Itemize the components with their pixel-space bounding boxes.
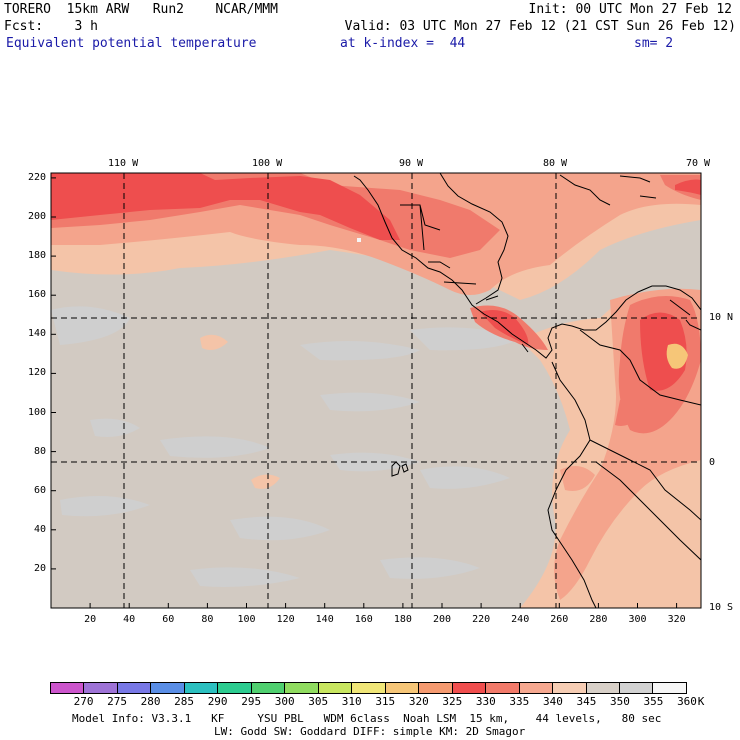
model-info: Model Info: V3.3.1 KF YSU PBL WDM 6class… xyxy=(72,712,662,725)
legend-label: 295 xyxy=(241,695,262,708)
valid-time: Valid: 03 UTC Mon 27 Feb 12 (21 CST Sun … xyxy=(344,19,736,34)
level-index: at k-index = 44 xyxy=(340,36,466,51)
axis-ticks xyxy=(51,177,678,608)
legend-swatch xyxy=(51,683,85,693)
lon-label-100w: 100 W xyxy=(252,158,283,169)
legend-label: 350 xyxy=(610,695,630,708)
x-tick-label: 60 xyxy=(162,614,175,625)
legend-label: 325 xyxy=(442,695,463,708)
x-tick-label: 40 xyxy=(123,614,136,625)
x-tick-label: 220 xyxy=(472,614,491,625)
smoothing: sm= 2 xyxy=(634,36,674,51)
legend-swatch xyxy=(419,683,453,693)
legend-label: 340 xyxy=(542,695,563,708)
legend-label: 315 xyxy=(375,695,396,708)
legend-label: 360 xyxy=(677,695,697,708)
legend-swatch xyxy=(452,683,487,693)
x-tick-label: 80 xyxy=(201,614,214,625)
y-tick-label: 20 xyxy=(33,562,46,574)
legend-swatch xyxy=(486,683,520,693)
legend-label: 330 xyxy=(475,695,496,708)
field-325-spot xyxy=(666,343,688,369)
x-tick-label: 260 xyxy=(550,614,569,625)
init-time: Init: 00 UTC Mon 27 Feb 12 xyxy=(528,2,733,17)
legend-label: 275 xyxy=(107,695,127,708)
graticule xyxy=(51,173,701,608)
y-tick-label: 60 xyxy=(33,484,46,496)
legend-swatch xyxy=(519,683,554,693)
legend-swatch xyxy=(151,683,185,693)
legend-label: 290 xyxy=(207,695,228,708)
legend-swatch xyxy=(318,683,353,693)
field-360-spot xyxy=(357,238,361,242)
lat-label-10s: 10 S xyxy=(709,602,734,613)
field-name: Equivalent potential temperature xyxy=(6,36,257,51)
theta-e-field xyxy=(51,173,701,608)
legend-label: 355 xyxy=(643,695,664,708)
legend-swatch xyxy=(117,683,152,693)
legend-swatch xyxy=(285,683,319,693)
forecast-hour: Fcst: 3 h xyxy=(4,19,98,34)
physics-info: LW: Godd SW: Goddard DIFF: simple KM: 2D… xyxy=(214,725,526,738)
y-tick-label: 40 xyxy=(33,523,46,535)
legend-unit: K xyxy=(697,695,705,708)
legend-swatch xyxy=(84,683,118,693)
x-tick-label: 320 xyxy=(667,614,686,625)
y-tick-label: 100 xyxy=(27,406,46,418)
legend-label: 280 xyxy=(140,695,161,708)
coastlines xyxy=(353,173,701,608)
y-tick-label: 140 xyxy=(27,328,46,340)
legend-swatch xyxy=(619,683,654,693)
lon-label-80w: 80 W xyxy=(543,158,568,169)
legend-swatch xyxy=(385,683,420,693)
legend-label: 285 xyxy=(174,695,195,708)
x-tick-label: 200 xyxy=(432,614,452,625)
legend-label: 320 xyxy=(408,695,429,708)
legend-swatch xyxy=(184,683,219,693)
run-title: TORERO 15km ARW Run2 NCAR/MMM xyxy=(4,2,278,17)
legend-label: 310 xyxy=(341,695,362,708)
y-tick-label: 200 xyxy=(27,211,46,222)
legend-label: 305 xyxy=(308,695,329,708)
x-tick-label: 120 xyxy=(276,614,295,625)
x-tick-label: 280 xyxy=(589,614,608,625)
legend-swatch xyxy=(251,683,286,693)
legend-label: 300 xyxy=(274,695,295,708)
y-tick-label: 220 xyxy=(27,171,46,183)
legend-swatch xyxy=(586,683,620,693)
lon-label-90w: 90 W xyxy=(399,158,424,169)
x-tick-label: 140 xyxy=(315,614,334,625)
y-tick-label: 160 xyxy=(27,289,46,301)
y-tick-label: 180 xyxy=(27,250,46,262)
x-tick-label: 300 xyxy=(628,614,647,625)
x-tick-label: 180 xyxy=(393,614,412,625)
lon-label-110w: 110 W xyxy=(108,158,139,169)
legend-label: 335 xyxy=(509,695,530,708)
legend-swatch xyxy=(218,683,252,693)
y-tick-label: 80 xyxy=(33,445,46,457)
lat-label-10n: 10 N xyxy=(709,312,734,323)
x-tick-label: 160 xyxy=(354,614,373,625)
plot-frame xyxy=(50,172,702,609)
lon-label-70w: 70 W xyxy=(686,158,711,169)
x-tick-label: 240 xyxy=(511,614,530,625)
legend-label: 345 xyxy=(576,695,597,708)
color-legend xyxy=(50,682,687,694)
legend-swatch xyxy=(553,683,587,693)
lat-label-0: 0 xyxy=(709,457,716,468)
legend-swatch xyxy=(653,683,686,693)
legend-swatch xyxy=(352,683,386,693)
y-tick-label: 120 xyxy=(27,367,46,379)
x-tick-label: 100 xyxy=(237,614,256,625)
x-tick-label: 20 xyxy=(84,614,97,625)
legend-label: 270 xyxy=(73,695,94,708)
